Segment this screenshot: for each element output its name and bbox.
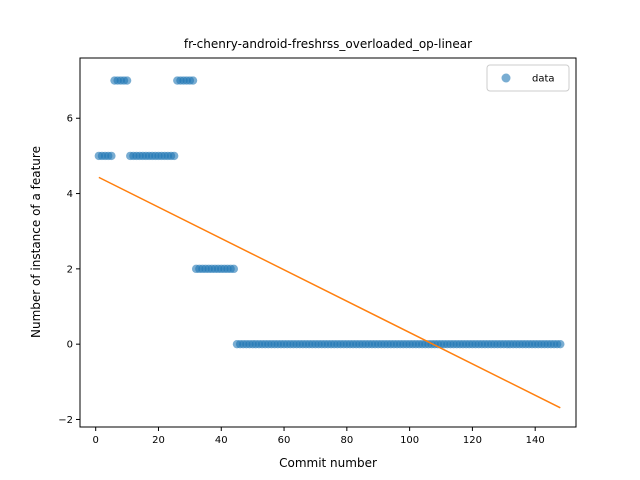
y-axis-title: Number of instance of a feature xyxy=(29,146,43,338)
plot-area xyxy=(94,76,565,409)
y-tick-label: −2 xyxy=(58,415,73,426)
x-tick-label: 100 xyxy=(400,435,419,446)
axes-frame xyxy=(79,57,577,428)
legend: data xyxy=(486,64,570,92)
data-point xyxy=(122,76,132,85)
data-point xyxy=(188,76,198,85)
y-axis: −2 0 2 4 6 xyxy=(58,114,80,426)
data-point xyxy=(556,339,565,349)
x-tick-label: 140 xyxy=(526,435,545,446)
x-axis: 0 20 40 60 80 100 120 140 xyxy=(93,427,545,446)
fit-line xyxy=(98,176,561,409)
data-point xyxy=(229,264,239,274)
legend-label-data: data xyxy=(532,74,555,85)
y-tick-label: 0 xyxy=(67,340,73,351)
x-axis-title: Commit number xyxy=(279,456,377,470)
legend-box xyxy=(486,64,570,92)
chart-title: fr-chenry-android-freshrss_overloaded_op… xyxy=(184,37,472,51)
x-tick-label: 60 xyxy=(278,435,291,446)
x-tick-label: 80 xyxy=(340,435,353,446)
data-point xyxy=(169,151,179,161)
x-tick-label: 0 xyxy=(93,435,99,446)
legend-marker-data xyxy=(501,73,511,83)
y-tick-label: 4 xyxy=(67,189,73,200)
x-tick-label: 20 xyxy=(152,435,165,446)
x-tick-label: 40 xyxy=(215,435,228,446)
y-tick-label: 6 xyxy=(67,114,73,125)
data-point xyxy=(107,151,116,161)
x-tick-label: 120 xyxy=(463,435,482,446)
y-tick-label: 2 xyxy=(67,264,73,275)
